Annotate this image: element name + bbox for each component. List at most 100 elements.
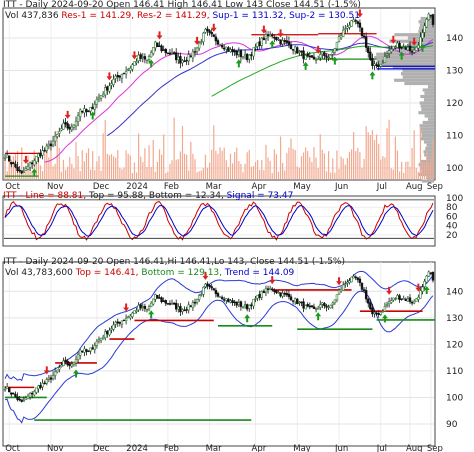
trend-x-tick: Nov [47, 444, 64, 452]
volume-bar [12, 156, 14, 179]
price-candle-body [181, 60, 184, 64]
volume-bar [215, 150, 217, 179]
trend-candle-body [377, 313, 380, 315]
volume-bar [211, 149, 213, 179]
volume-bar [263, 170, 265, 179]
trend-candle-body [49, 377, 53, 380]
volume-profile-bar [374, 55, 434, 60]
trend-y-tick: 130 [446, 314, 463, 324]
price-candle-body [185, 59, 188, 62]
trend-candle-body [87, 350, 90, 353]
price-candle-body [51, 140, 55, 146]
trend-candle-body [227, 298, 230, 303]
trend-candle-body [35, 387, 38, 393]
volume-bar [248, 149, 250, 179]
price-candle-body [89, 106, 92, 112]
price-candle-body [285, 40, 289, 43]
volume-bar [71, 163, 73, 179]
price-x-tick: Feb [164, 182, 179, 192]
volume-bar [156, 162, 159, 179]
volume-bar [165, 172, 167, 179]
trend-candle-body [252, 298, 255, 307]
volume-bar [405, 161, 407, 179]
trend-x-tick: Jul [376, 444, 387, 452]
price-candle-body [187, 54, 190, 62]
price-candle-body [367, 47, 370, 53]
volume-profile-bar [400, 72, 434, 76]
price-candle-body [302, 50, 305, 59]
volume-bar [50, 149, 52, 179]
volume-bar [327, 151, 330, 179]
trend-candle-body [81, 350, 84, 353]
price-candle-body [78, 109, 82, 117]
trend-candle-body [266, 288, 270, 290]
volume-bar [424, 162, 426, 179]
volume-bar [242, 172, 244, 179]
volume-bar [432, 138, 434, 179]
trend-buy-arrow [73, 369, 80, 378]
volume-bar [355, 151, 357, 179]
trend-candle-body [423, 281, 426, 287]
price-x-tick: Nov [47, 182, 64, 192]
trend-buy-arrow [423, 285, 430, 294]
trend-candle-body [329, 305, 332, 309]
price-candle-body [53, 135, 57, 142]
volume-bar [110, 154, 113, 179]
sell-arrow [356, 9, 363, 18]
price-candle-body [258, 41, 261, 46]
volume-profile-bar [421, 133, 434, 138]
price-candle-body [385, 53, 389, 56]
volume-profile-bar [418, 111, 434, 115]
trend-candle-body [139, 304, 142, 309]
price-candle-body [275, 36, 278, 41]
price-candle-body [229, 49, 232, 53]
volume-bar [398, 171, 401, 179]
volume-bar [430, 157, 432, 179]
price-candle-body [346, 26, 349, 29]
trend-candle-body [62, 360, 65, 367]
price-x-tick: Aug [406, 182, 423, 192]
price-candle-body [387, 50, 391, 54]
trend-candle-body [162, 300, 165, 302]
price-candle-body [41, 150, 44, 156]
price-candle-body [135, 61, 138, 64]
trend-candle-body [279, 292, 282, 297]
price-candle-body [381, 62, 385, 64]
volume-bar [346, 157, 348, 179]
trend-candle-body [147, 306, 151, 310]
volume-bar [223, 147, 225, 179]
price-candle-body [152, 47, 155, 55]
volume-bar [384, 157, 386, 179]
volume-bar [160, 154, 163, 179]
volume-bar [411, 147, 413, 179]
trend-candle-body [112, 324, 115, 330]
price-candle-body [116, 75, 119, 78]
osc-y-tick: 20 [446, 231, 458, 241]
price-candle-body [289, 44, 293, 50]
volume-bar [265, 144, 267, 179]
price-candle-body [429, 15, 433, 17]
volume-bar [236, 147, 238, 179]
price-candle-body [310, 55, 314, 58]
volume-bar [292, 148, 294, 179]
price-candle-body [106, 86, 109, 91]
volume-bar [311, 162, 313, 179]
volume-bar [54, 163, 56, 179]
trend-x-tick: Mar [206, 444, 223, 452]
trend-candle-body [76, 354, 80, 360]
volume-profile-bar [424, 114, 434, 118]
volume-bar [313, 147, 315, 179]
price-candle-body [147, 56, 151, 60]
volume-bar [348, 151, 351, 179]
volume-bar [179, 151, 181, 179]
price-candle-body [56, 134, 59, 137]
volume-bar [52, 166, 54, 179]
price-candle-body [162, 49, 165, 51]
trend-candle-body [281, 293, 284, 297]
price-x-tick: 2024 [126, 182, 148, 192]
volume-bar [69, 157, 71, 179]
trend-candle-body [245, 304, 249, 310]
trend-candle-body [331, 302, 334, 305]
buy-arrow [89, 111, 96, 120]
